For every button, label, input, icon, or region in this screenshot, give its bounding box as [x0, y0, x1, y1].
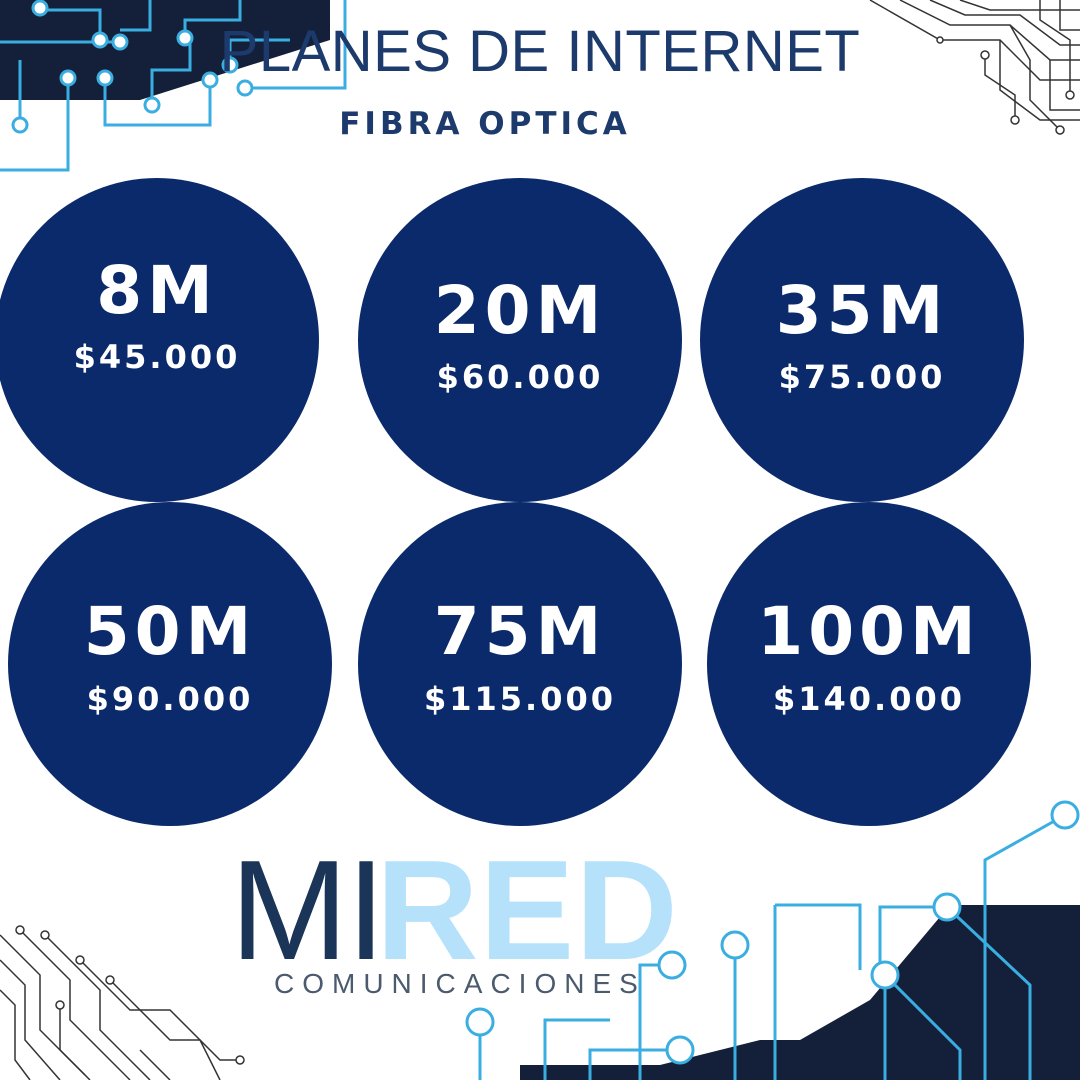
page-subtitle: FIBRA OPTICA	[339, 106, 631, 142]
plan-speed: 100M	[757, 593, 981, 670]
page-title: PLANES DE INTERNET	[219, 19, 861, 84]
logo-tagline: COMUNICACIONES	[274, 968, 646, 999]
logo-mi-text: MI	[230, 831, 386, 990]
plan-card-100m: 100M $140.000	[707, 502, 1031, 826]
plan-price: $45.000	[73, 338, 241, 376]
plan-speed: 20M	[433, 272, 607, 349]
plan-speed: 75M	[433, 593, 607, 670]
plan-price: $90.000	[86, 680, 254, 718]
plan-card-20m: 20M $60.000	[358, 178, 682, 502]
plan-speed: 50M	[83, 593, 257, 670]
plan-price: $115.000	[423, 680, 616, 718]
plan-card-75m: 75M $115.000	[358, 502, 682, 826]
plan-price: $75.000	[778, 358, 946, 396]
plan-speed: 35M	[775, 272, 949, 349]
plan-card-35m: 35M $75.000	[700, 178, 1024, 502]
plan-price: $60.000	[436, 358, 604, 396]
plan-card-50m: 50M $90.000	[8, 502, 332, 826]
brand-logo: MI RED COMUNICACIONES	[230, 840, 710, 1000]
plan-speed: 8M	[96, 252, 218, 329]
plan-price: $140.000	[772, 680, 965, 718]
logo-red-text: RED	[376, 831, 679, 990]
plan-card-8m: 8M $45.000	[0, 178, 319, 502]
